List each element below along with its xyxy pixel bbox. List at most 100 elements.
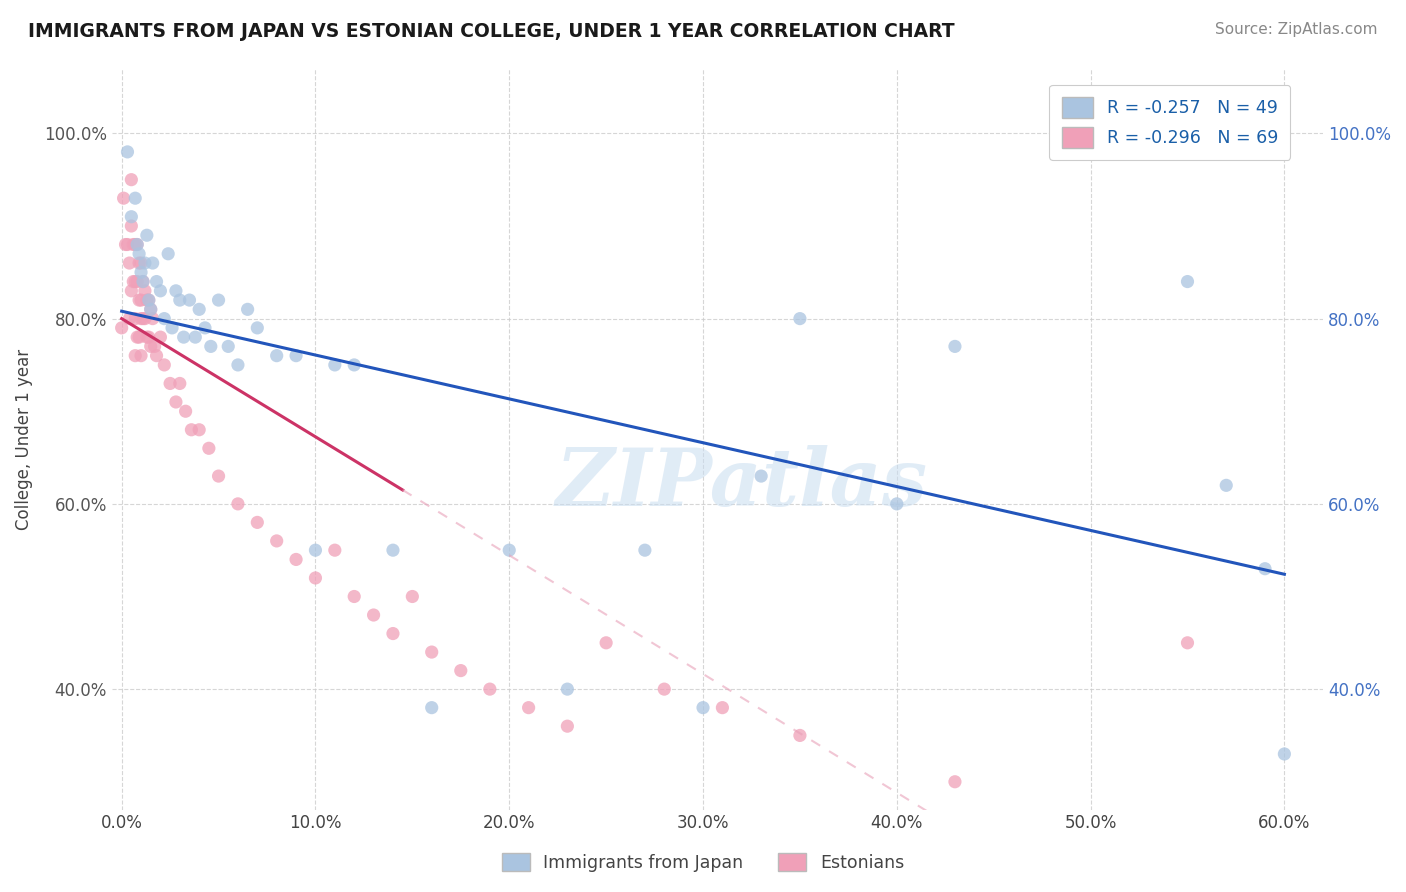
Point: [138, 293, 160, 307]
Point: [180, 423, 202, 437]
Point: [246, 321, 269, 335]
Point: [120, 284, 142, 298]
Point: [118, 256, 141, 270]
Point: [128, 330, 150, 344]
Point: [129, 293, 152, 307]
Point: [634, 543, 657, 558]
Text: IMMIGRANTS FROM JAPAN VS ESTONIAN COLLEGE, UNDER 1 YEAR CORRELATION CHART: IMMIGRANTS FROM JAPAN VS ESTONIAN COLLEG…: [28, 22, 955, 41]
Point: [381, 543, 404, 558]
Point: [1215, 478, 1237, 492]
Point: [138, 293, 160, 307]
Point: [132, 275, 155, 289]
Point: [118, 311, 141, 326]
Point: [789, 728, 811, 742]
Point: [134, 311, 156, 326]
Point: [124, 191, 146, 205]
Point: [124, 311, 146, 326]
Point: [557, 719, 579, 733]
Point: [127, 237, 149, 252]
Point: [149, 284, 172, 298]
Point: [450, 664, 472, 678]
Point: [129, 256, 152, 270]
Point: [595, 636, 617, 650]
Point: [165, 395, 187, 409]
Point: [711, 700, 734, 714]
Point: [127, 275, 149, 289]
Point: [323, 543, 346, 558]
Point: [285, 349, 308, 363]
Point: [120, 210, 142, 224]
Point: [169, 293, 191, 307]
Point: [420, 645, 443, 659]
Point: [138, 330, 160, 344]
Point: [128, 247, 150, 261]
Point: [226, 497, 249, 511]
Point: [226, 358, 249, 372]
Point: [145, 349, 167, 363]
Point: [304, 543, 326, 558]
Point: [157, 247, 180, 261]
Point: [111, 321, 134, 335]
Point: [159, 376, 181, 391]
Point: [343, 590, 366, 604]
Point: [134, 284, 156, 298]
Point: [132, 275, 155, 289]
Point: [143, 339, 166, 353]
Point: [142, 256, 165, 270]
Point: [246, 516, 269, 530]
Point: [132, 311, 155, 326]
Point: [184, 330, 207, 344]
Point: [153, 311, 176, 326]
Point: [749, 469, 772, 483]
Point: [188, 302, 211, 317]
Point: [129, 349, 152, 363]
Y-axis label: College, Under 1 year: College, Under 1 year: [15, 349, 32, 530]
Point: [207, 293, 229, 307]
Point: [943, 774, 966, 789]
Point: [200, 339, 222, 353]
Point: [652, 682, 675, 697]
Point: [135, 330, 157, 344]
Point: [692, 700, 714, 714]
Point: [128, 256, 150, 270]
Point: [120, 172, 142, 186]
Point: [1177, 636, 1199, 650]
Point: [129, 265, 152, 279]
Text: Source: ZipAtlas.com: Source: ZipAtlas.com: [1215, 22, 1378, 37]
Point: [517, 700, 540, 714]
Point: [1274, 747, 1296, 761]
Point: [135, 228, 157, 243]
Point: [198, 442, 221, 456]
Point: [139, 339, 162, 353]
Point: [789, 311, 811, 326]
Point: [943, 339, 966, 353]
Point: [381, 626, 404, 640]
Point: [207, 469, 229, 483]
Point: [122, 275, 145, 289]
Point: [1177, 275, 1199, 289]
Point: [304, 571, 326, 585]
Point: [122, 237, 145, 252]
Text: ZIPatlas: ZIPatlas: [555, 445, 928, 522]
Point: [124, 237, 146, 252]
Point: [401, 590, 423, 604]
Point: [285, 552, 308, 566]
Point: [165, 284, 187, 298]
Point: [266, 349, 288, 363]
Point: [188, 423, 211, 437]
Point: [114, 237, 136, 252]
Point: [142, 311, 165, 326]
Point: [145, 275, 167, 289]
Point: [139, 302, 162, 317]
Point: [117, 145, 139, 159]
Point: [173, 330, 195, 344]
Point: [174, 404, 197, 418]
Point: [363, 607, 385, 622]
Point: [323, 358, 346, 372]
Point: [139, 302, 162, 317]
Point: [343, 358, 366, 372]
Point: [127, 237, 149, 252]
Point: [194, 321, 217, 335]
Point: [153, 358, 176, 372]
Point: [128, 293, 150, 307]
